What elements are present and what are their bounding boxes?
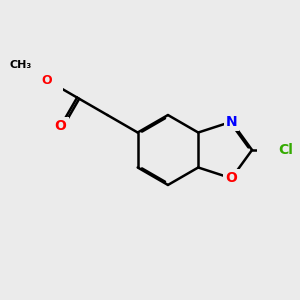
Text: O: O: [55, 119, 66, 133]
Text: N: N: [226, 115, 237, 129]
Text: O: O: [226, 171, 237, 185]
Text: Cl: Cl: [278, 143, 293, 157]
Text: O: O: [41, 74, 52, 87]
Text: CH₃: CH₃: [10, 60, 32, 70]
